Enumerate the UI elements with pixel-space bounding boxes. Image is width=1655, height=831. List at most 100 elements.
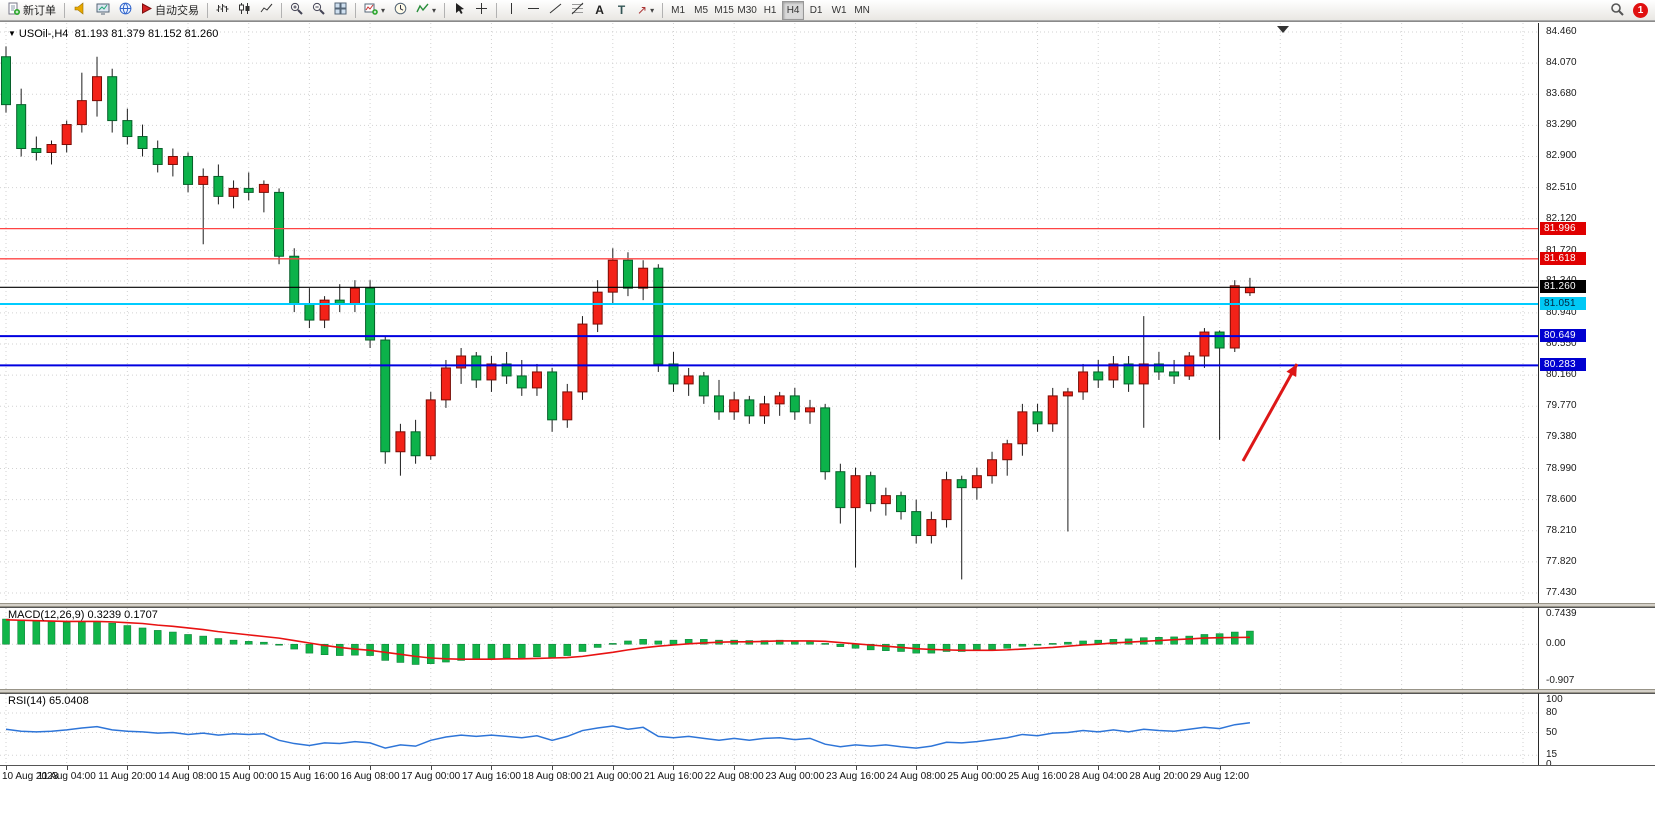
time-axis-label: 11 Aug 04:00 [37,771,96,782]
timeframe-label: MN [854,4,870,16]
rsi-axis-label: 50 [1546,726,1558,738]
price-axis-label: 82.900 [1546,150,1577,162]
rsi-axis[interactable]: 100 80 50 15 0 [1538,693,1655,765]
label-tool-button[interactable]: T [611,1,632,20]
price-chart[interactable] [0,23,1538,603]
vertical-line-icon [506,2,517,18]
timeframe-m1-button[interactable]: M1 [667,1,689,20]
trendline-icon [549,2,562,18]
zoom-in-button[interactable] [286,1,307,20]
community-button[interactable] [115,1,136,20]
rsi-panel[interactable] [0,693,1538,765]
time-axis-label: 11 Aug 20:00 [98,771,157,782]
shapes-dropdown-button[interactable]: ↗ ▾ [633,1,658,20]
zoom-in-icon [290,2,303,18]
announcement-button[interactable] [69,1,91,20]
auto-trading-button[interactable]: 自动交易 [137,1,203,20]
time-axis-tick [188,766,190,770]
crosshair-button[interactable] [471,1,492,20]
candlestick-chart-button[interactable] [234,1,255,20]
trendline-button[interactable] [545,1,566,20]
panel-divider[interactable] [0,689,1655,693]
toolbar-separator [496,2,498,18]
timeframe-label: M1 [671,4,686,16]
price-axis-label: 80.940 [1546,306,1577,318]
timeframe-m5-button[interactable]: M5 [690,1,712,20]
time-axis-label: 23 Aug 16:00 [826,771,885,782]
new-order-icon [7,2,20,18]
new-chart-button[interactable]: ▾ [360,1,389,20]
time-axis-tick [794,766,796,770]
market-watch-button[interactable] [92,1,114,20]
price-axis-label: 81.720 [1546,244,1577,256]
panel-divider[interactable] [0,603,1655,607]
macd-axis[interactable]: 0.7439 0.00 -0.907 [1538,607,1655,689]
price-axis-label: 80.550 [1546,338,1577,350]
timeframe-mn-button[interactable]: MN [851,1,873,20]
timeframe-h4-button[interactable]: H4 [782,0,805,20]
price-axis[interactable]: 84.460 84.070 83.680 83.290 82.900 82.510 82.1… [1538,23,1655,603]
time-axis-label: 17 Aug 16:00 [461,771,521,782]
time-axis-tick [916,766,918,770]
periods-button[interactable] [390,1,411,20]
symbol-label: USOil-,H4 [18,28,69,40]
new-order-button[interactable]: 新订单 [3,1,60,20]
search-button[interactable] [1606,1,1628,20]
tile-windows-button[interactable] [330,1,351,20]
zoom-out-icon [312,2,325,18]
timeframe-h1-button[interactable]: H1 [759,1,781,20]
time-axis-label: 22 Aug 08:00 [704,771,764,782]
monitor-icon [96,2,110,18]
timeframe-label: H4 [786,4,800,16]
timeframe-label: M5 [694,4,709,16]
price-axis-label: 78.600 [1546,493,1577,505]
macd-indicator-label: MACD(12,26,9) 0.3239 0.1707 [8,609,158,621]
line-chart-icon [260,2,273,18]
vertical-line-button[interactable] [501,1,522,20]
text-tool-button[interactable]: A [589,1,610,20]
time-axis-label: 24 Aug 08:00 [886,771,946,782]
time-axis-label: 29 Aug 12:00 [1190,771,1250,782]
new-chart-icon [364,2,378,18]
price-level-badge: 81.618 [1540,251,1586,265]
time-axis-tick [612,766,614,770]
fibonacci-button[interactable] [567,1,588,20]
arrow-shape-icon: ↗ [637,3,648,17]
timeframe-m15-button[interactable]: M15 [713,1,735,20]
time-axis-tick [673,766,675,770]
collapse-icon[interactable]: ▼ [8,29,16,38]
price-axis-label: 84.460 [1546,26,1577,37]
zoom-out-button[interactable] [308,1,329,20]
rsi-axis-label: 0 [1546,759,1552,765]
price-axis-label: 82.510 [1546,181,1577,193]
macd-panel[interactable] [0,607,1538,689]
text-tool-icon: A [595,3,604,17]
search-icon [1610,2,1624,19]
cursor-button[interactable] [449,1,470,20]
time-axis-label: 15 Aug 00:00 [219,771,279,782]
time-axis-tick [309,766,311,770]
line-chart-button[interactable] [256,1,277,20]
timeframe-m30-button[interactable]: M30 [736,1,758,20]
timeframe-label: D1 [809,4,823,16]
macd-axis-label: 0.7439 [1546,608,1577,619]
ohlc-bars-icon [216,2,229,18]
toolbar-separator [662,2,664,18]
price-axis-label: 79.770 [1546,400,1577,412]
play-icon [141,3,153,17]
bar-chart-button[interactable] [212,1,233,20]
horizontal-line-button[interactable] [523,1,544,20]
new-order-label: 新订单 [23,5,56,17]
notification-badge[interactable]: 1 [1633,2,1648,18]
indicators-button[interactable]: ▾ [412,1,440,20]
price-level-badge: 80.283 [1540,358,1586,372]
time-axis-tick [127,766,129,770]
time-axis-label: 23 Aug 00:00 [765,771,825,782]
timeframe-w1-button[interactable]: W1 [828,1,850,20]
price-level-badge: 81.996 [1540,221,1586,235]
candlestick-icon [238,2,251,18]
toolbar-separator [64,2,65,18]
time-axis[interactable]: 10 Aug 2023 11 Aug 04:00 11 Aug 20:00 14 Au… [0,765,1655,784]
timeframe-d1-button[interactable]: D1 [805,1,827,20]
